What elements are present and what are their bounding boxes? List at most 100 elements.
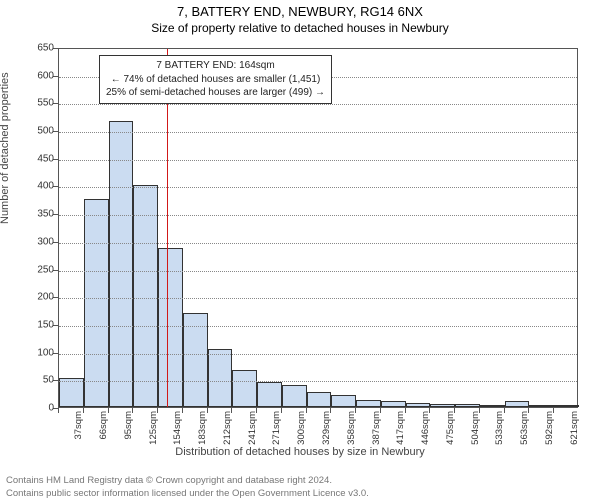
annotation-line1: 7 BATTERY END: 164sqm <box>106 59 325 73</box>
histogram-bar <box>84 199 109 407</box>
gridline <box>59 381 577 382</box>
gridline <box>59 243 577 244</box>
footer: Contains HM Land Registry data © Crown c… <box>6 475 369 500</box>
histogram-bar <box>109 121 134 407</box>
ytick-label: 650 <box>24 43 54 54</box>
xtick-label: 358sqm <box>346 411 357 445</box>
xtick-mark <box>479 408 480 413</box>
ytick-label: 450 <box>24 153 54 164</box>
histogram-bar <box>282 385 307 407</box>
xtick-label: 125sqm <box>148 411 159 445</box>
gridline <box>59 187 577 188</box>
ytick-label: 500 <box>24 126 54 137</box>
xtick-label: 592sqm <box>544 411 555 445</box>
histogram-bar <box>480 405 505 407</box>
ytick-label: 550 <box>24 98 54 109</box>
xtick-label: 504sqm <box>470 411 481 445</box>
gridline <box>59 132 577 133</box>
histogram-bar <box>430 404 455 407</box>
ytick-label: 0 <box>24 403 54 414</box>
y-axis-label: Number of detached properties <box>0 72 11 224</box>
histogram-bar <box>554 405 579 407</box>
xtick-label: 446sqm <box>420 411 431 445</box>
histogram-bar <box>455 404 480 407</box>
xtick-label: 95sqm <box>123 411 134 440</box>
histogram-bar <box>529 405 554 407</box>
xtick-label: 241sqm <box>247 411 258 445</box>
title-main: 7, BATTERY END, NEWBURY, RG14 6NX <box>0 4 600 19</box>
xtick-mark <box>207 408 208 413</box>
xtick-mark <box>454 408 455 413</box>
histogram-bar <box>232 370 257 407</box>
xtick-mark <box>306 408 307 413</box>
xtick-label: 533sqm <box>494 411 505 445</box>
xtick-label: 563sqm <box>519 411 530 445</box>
xtick-label: 417sqm <box>395 411 406 445</box>
ytick-label: 200 <box>24 292 54 303</box>
xtick-mark <box>553 408 554 413</box>
gridline <box>59 298 577 299</box>
gridline <box>59 354 577 355</box>
xtick-mark <box>355 408 356 413</box>
gridline <box>59 215 577 216</box>
histogram-bar <box>59 378 84 407</box>
xtick-mark <box>504 408 505 413</box>
gridline <box>59 160 577 161</box>
xtick-label: 475sqm <box>445 411 456 445</box>
xtick-label: 621sqm <box>569 411 580 445</box>
annotation-line2: ← 74% of detached houses are smaller (1,… <box>106 73 325 87</box>
xtick-label: 300sqm <box>296 411 307 445</box>
xtick-label: 183sqm <box>197 411 208 445</box>
histogram-bar <box>381 401 406 407</box>
ytick-label: 250 <box>24 264 54 275</box>
x-axis-label: Distribution of detached houses by size … <box>0 446 600 458</box>
xtick-label: 271sqm <box>271 411 282 445</box>
ytick-label: 100 <box>24 347 54 358</box>
annotation-box: 7 BATTERY END: 164sqm ← 74% of detached … <box>99 55 332 104</box>
gridline <box>59 271 577 272</box>
chart-container: 7, BATTERY END, NEWBURY, RG14 6NX Size o… <box>0 4 600 504</box>
gridline <box>59 326 577 327</box>
ytick-label: 350 <box>24 209 54 220</box>
xtick-mark <box>330 408 331 413</box>
histogram-bar <box>505 401 530 407</box>
xtick-label: 37sqm <box>73 411 84 440</box>
xtick-mark <box>58 408 59 413</box>
xtick-mark <box>132 408 133 413</box>
xtick-label: 66sqm <box>98 411 109 440</box>
xtick-mark <box>182 408 183 413</box>
xtick-mark <box>256 408 257 413</box>
xtick-label: 329sqm <box>321 411 332 445</box>
xtick-mark <box>231 408 232 413</box>
histogram-bar <box>208 349 233 407</box>
gridline <box>59 104 577 105</box>
xtick-mark <box>429 408 430 413</box>
ytick-label: 50 <box>24 375 54 386</box>
histogram-bar <box>331 395 356 407</box>
histogram-bar <box>356 400 381 407</box>
xtick-mark <box>83 408 84 413</box>
xtick-mark <box>157 408 158 413</box>
histogram-bar <box>183 313 208 407</box>
xtick-label: 387sqm <box>371 411 382 445</box>
ytick-label: 150 <box>24 319 54 330</box>
histogram-bar <box>257 382 282 407</box>
ytick-label: 300 <box>24 236 54 247</box>
xtick-mark <box>528 408 529 413</box>
histogram-bar <box>133 185 158 407</box>
histogram-bar <box>307 392 332 408</box>
xtick-mark <box>108 408 109 413</box>
xtick-label: 212sqm <box>222 411 233 445</box>
footer-line2: Contains public sector information licen… <box>6 488 369 500</box>
xtick-mark <box>405 408 406 413</box>
ytick-label: 400 <box>24 181 54 192</box>
ytick-label: 600 <box>24 70 54 81</box>
xtick-mark <box>281 408 282 413</box>
xtick-mark <box>380 408 381 413</box>
chart-frame: 7 BATTERY END: 164sqm ← 74% of detached … <box>58 48 578 408</box>
xtick-label: 154sqm <box>172 411 183 445</box>
title-sub: Size of property relative to detached ho… <box>0 21 600 35</box>
histogram-bar <box>158 248 183 407</box>
footer-line1: Contains HM Land Registry data © Crown c… <box>6 475 369 487</box>
histogram-bar <box>406 403 431 407</box>
